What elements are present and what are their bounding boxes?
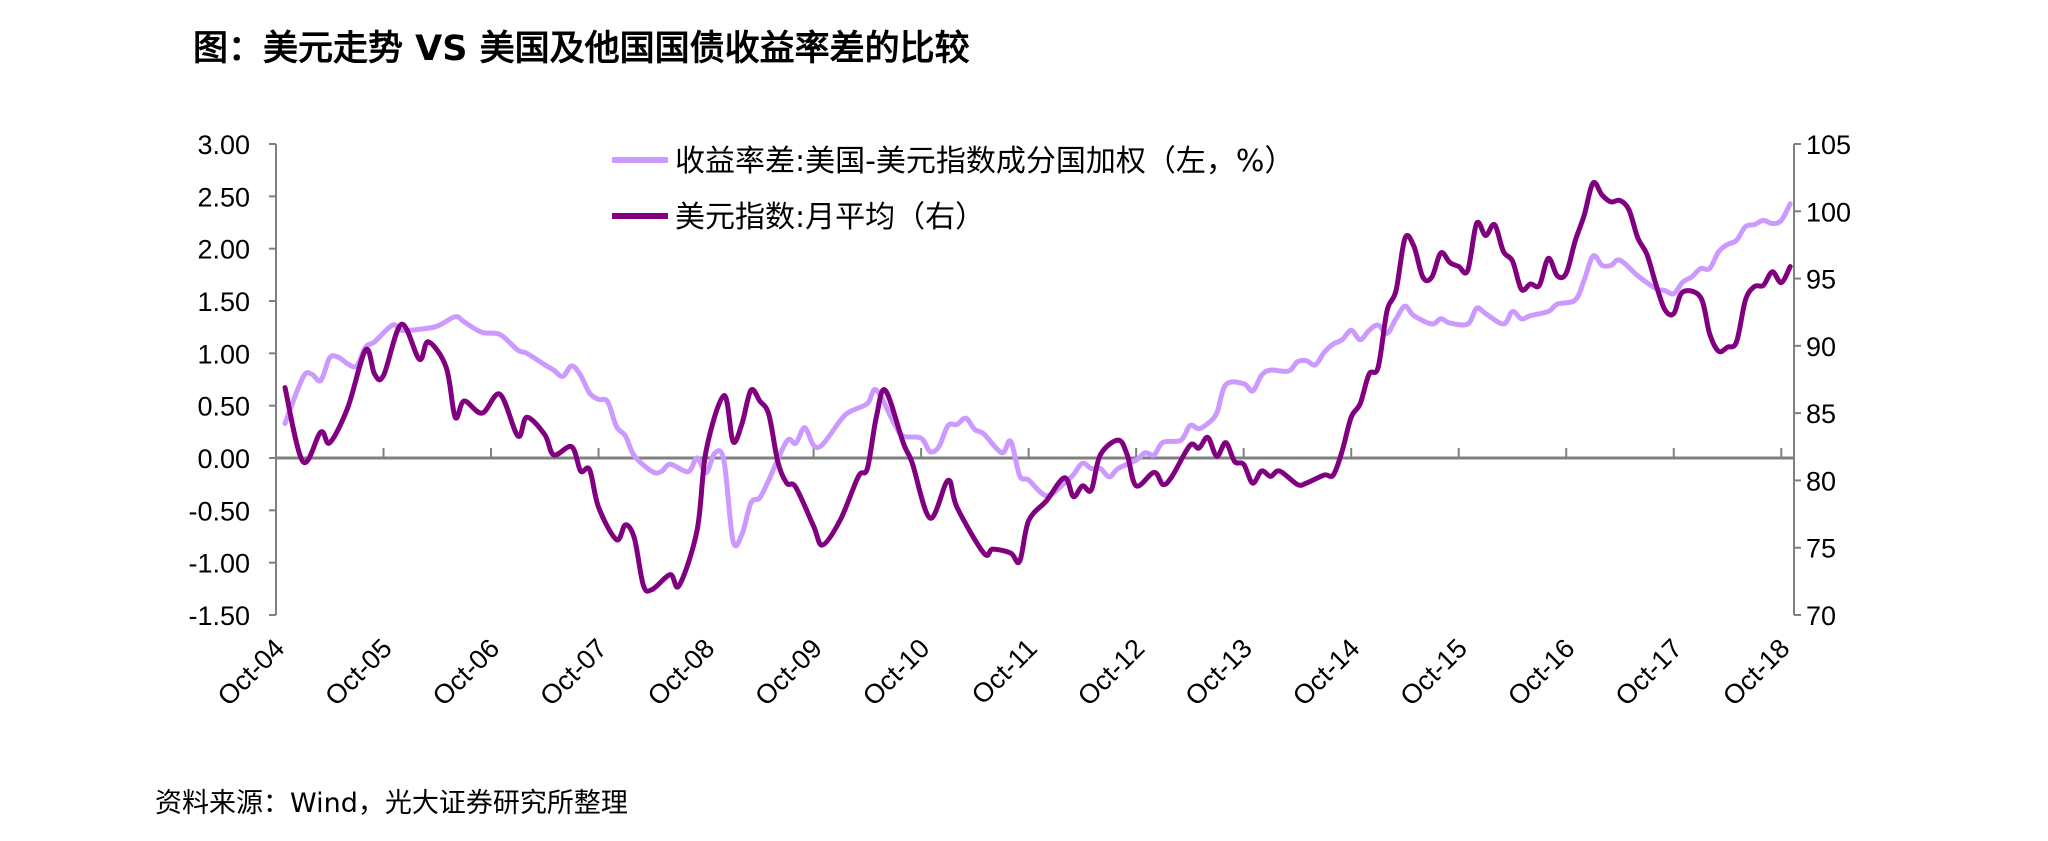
chart-title: 图：美元走势 VS 美国及他国国债收益率差的比较 <box>193 29 970 69</box>
left-axis-tick-label: -0.50 <box>188 496 250 526</box>
x-axis-tick-label: Oct-08 <box>642 633 721 712</box>
right-axis-tick-label: 90 <box>1806 332 1836 362</box>
x-axis-tick-label: Oct-07 <box>534 633 613 712</box>
axes <box>269 143 1801 616</box>
legend-label-yield-spread: 收益率差:美国-美元指数成分国加权（左，%） <box>675 144 1294 179</box>
left-axis-tick-label: 3.00 <box>197 130 250 160</box>
legend: 收益率差:美国-美元指数成分国加权（左，%） 美元指数:月平均（右） <box>612 144 1294 235</box>
right-axis-tick-label: 95 <box>1806 265 1836 295</box>
x-axis-tick-label: Oct-04 <box>212 633 291 712</box>
left-axis-tick-label: 2.50 <box>197 182 250 212</box>
yield-spread-line <box>282 201 1793 549</box>
right-axis-tick-label: 100 <box>1806 197 1851 227</box>
x-axis-tick-label: Oct-16 <box>1502 633 1581 712</box>
left-axis-tick-label: 1.50 <box>197 287 250 317</box>
x-axis-tick-label: Oct-10 <box>857 633 936 712</box>
legend-label-dollar-index: 美元指数:月平均（右） <box>675 200 985 235</box>
x-axis-tick-label: Oct-09 <box>749 633 828 712</box>
x-axis-tick-label: Oct-11 <box>966 633 1043 710</box>
left-axis-tick-label: 0.00 <box>197 444 250 474</box>
x-axis-tick-label: Oct-13 <box>1179 633 1258 712</box>
x-axis-tick-label: Oct-18 <box>1717 633 1796 712</box>
left-axis-tick-label: 0.50 <box>197 392 250 422</box>
x-axis-tick-label: Oct-05 <box>319 633 398 712</box>
x-axis-tick-label: Oct-15 <box>1394 633 1473 712</box>
tick-labels: 3.00 2.50 2.00 1.50 1.00 0.50 0.00 -0.50 -1.00 -1… <box>188 130 1851 712</box>
right-axis-tick-label: 75 <box>1806 534 1836 564</box>
left-axis-tick-label: 1.00 <box>197 339 250 369</box>
series-lines <box>282 179 1793 594</box>
right-axis-tick-label: 105 <box>1806 130 1851 160</box>
left-axis-tick-label: 2.00 <box>197 235 250 265</box>
dollar-index-line <box>282 179 1793 594</box>
right-axis-tick-label: 85 <box>1806 399 1836 429</box>
left-axis-tick-label: -1.50 <box>188 601 250 631</box>
x-axis-tick-label: Oct-17 <box>1609 633 1688 712</box>
x-axis-tick-label: Oct-14 <box>1287 633 1366 712</box>
right-axis-tick-label: 70 <box>1806 601 1836 631</box>
x-axis-tick-label: Oct-06 <box>427 633 506 712</box>
left-axis-tick-label: -1.00 <box>188 549 250 579</box>
x-axis-tick-label: Oct-12 <box>1072 633 1151 712</box>
right-axis-tick-label: 80 <box>1806 466 1836 496</box>
source-note: 资料来源：Wind，光大证券研究所整理 <box>155 788 628 819</box>
